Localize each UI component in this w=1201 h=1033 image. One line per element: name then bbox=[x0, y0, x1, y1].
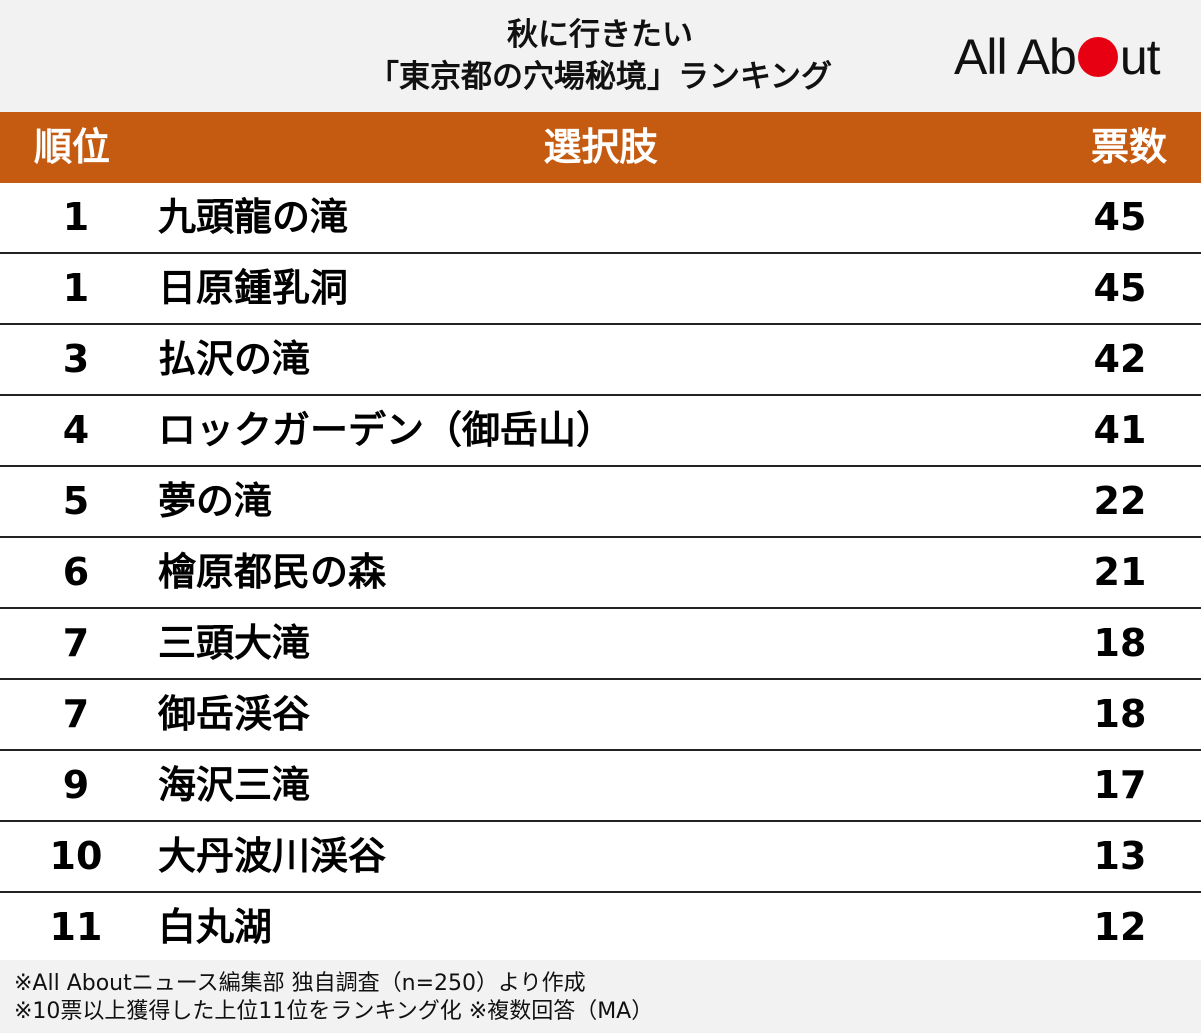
choice-cell: 日原鍾乳洞 bbox=[158, 266, 349, 310]
rank-cell: 4 bbox=[62, 408, 90, 452]
votes-cell: 18 bbox=[1093, 621, 1147, 665]
rank-cell: 7 bbox=[62, 692, 90, 736]
footnote-method: ※10票以上獲得した上位11位をランキング化 ※複数回答（MA） bbox=[14, 999, 654, 1024]
choice-cell: 檜原都民の森 bbox=[158, 550, 387, 594]
choice-cell: ロックガーデン（御岳山） bbox=[158, 408, 615, 452]
table-row: 4 ロックガーデン（御岳山） 41 bbox=[0, 396, 1201, 467]
votes-cell: 45 bbox=[1093, 195, 1147, 239]
rank-cell: 3 bbox=[62, 337, 90, 381]
rank-cell: 1 bbox=[62, 195, 90, 239]
votes-cell: 12 bbox=[1093, 905, 1147, 949]
rank-cell: 1 bbox=[62, 266, 90, 310]
chart-title: 秋に行きたい 「東京都の穴場秘境」ランキング bbox=[300, 14, 900, 98]
rank-cell: 11 bbox=[49, 905, 103, 949]
footnote-source: ※All Aboutニュース編集部 独自調査（n=250）より作成 bbox=[14, 971, 586, 996]
rank-cell: 7 bbox=[62, 621, 90, 665]
logo-text-start: All Ab bbox=[954, 29, 1077, 85]
votes-cell: 21 bbox=[1093, 550, 1147, 594]
votes-cell: 18 bbox=[1093, 692, 1147, 736]
votes-cell: 45 bbox=[1093, 266, 1147, 310]
choice-cell: 夢の滝 bbox=[158, 479, 273, 523]
table-row: 9 海沢三滝 17 bbox=[0, 751, 1201, 822]
rank-cell: 5 bbox=[62, 479, 90, 523]
all-about-logo: All Ab ut bbox=[954, 26, 1161, 88]
ranking-table-body: 1 九頭龍の滝 45 1 日原鍾乳洞 45 3 払沢の滝 42 4 ロックガーデン（御岳山） 41 5 夢… bbox=[0, 183, 1201, 962]
votes-cell: 22 bbox=[1093, 479, 1147, 523]
choice-cell: 払沢の滝 bbox=[158, 337, 311, 381]
column-header-choice: 選択肢 bbox=[543, 125, 658, 169]
table-row: 11 白丸湖 12 bbox=[0, 893, 1201, 962]
logo-red-dot-icon bbox=[1077, 37, 1118, 77]
choice-cell: 九頭龍の滝 bbox=[158, 195, 349, 239]
title-band: 秋に行きたい 「東京都の穴場秘境」ランキング All Ab ut bbox=[0, 0, 1201, 112]
votes-cell: 17 bbox=[1093, 763, 1147, 807]
column-header-votes: 票数 bbox=[1090, 125, 1167, 169]
footer-band bbox=[0, 960, 1201, 1033]
table-row: 7 御岳渓谷 18 bbox=[0, 680, 1201, 751]
table-row: 1 九頭龍の滝 45 bbox=[0, 183, 1201, 254]
votes-cell: 13 bbox=[1093, 834, 1147, 878]
logo-text-end: ut bbox=[1119, 29, 1161, 85]
choice-cell: 海沢三滝 bbox=[158, 763, 311, 807]
votes-cell: 42 bbox=[1093, 337, 1147, 381]
table-header: 選択肢 順位 票数 bbox=[0, 112, 1201, 183]
choice-cell: 白丸湖 bbox=[158, 905, 273, 949]
footnotes: ※All Aboutニュース編集部 独自調査（n=250）より作成 ※10票以上… bbox=[14, 970, 653, 1026]
choice-cell: 大丹波川渓谷 bbox=[158, 834, 387, 878]
rank-cell: 9 bbox=[62, 763, 90, 807]
title-line-1: 秋に行きたい bbox=[507, 17, 693, 53]
table-row: 10 大丹波川渓谷 13 bbox=[0, 822, 1201, 893]
rank-cell: 10 bbox=[49, 834, 103, 878]
table-row: 6 檜原都民の森 21 bbox=[0, 538, 1201, 609]
table-row: 7 三頭大滝 18 bbox=[0, 609, 1201, 680]
choice-cell: 御岳渓谷 bbox=[158, 692, 311, 736]
table-row: 1 日原鍾乳洞 45 bbox=[0, 254, 1201, 325]
title-line-2: 「東京都の穴場秘境」ランキング bbox=[367, 59, 833, 95]
column-header-rank: 順位 bbox=[34, 125, 111, 169]
table-row: 5 夢の滝 22 bbox=[0, 467, 1201, 538]
rank-cell: 6 bbox=[62, 550, 90, 594]
votes-cell: 41 bbox=[1093, 408, 1147, 452]
choice-cell: 三頭大滝 bbox=[158, 621, 311, 665]
table-row: 3 払沢の滝 42 bbox=[0, 325, 1201, 396]
